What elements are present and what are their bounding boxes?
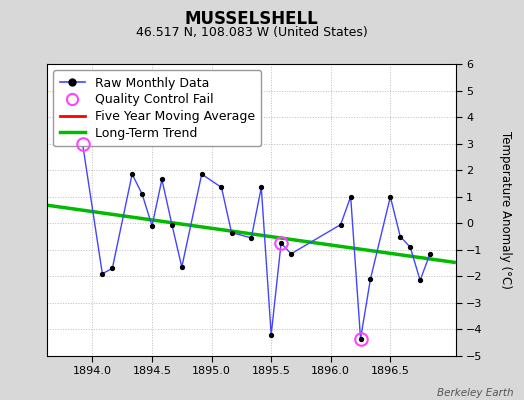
- Y-axis label: Temperature Anomaly (°C): Temperature Anomaly (°C): [499, 131, 512, 289]
- Legend: Raw Monthly Data, Quality Control Fail, Five Year Moving Average, Long-Term Tren: Raw Monthly Data, Quality Control Fail, …: [53, 70, 261, 146]
- Text: MUSSELSHELL: MUSSELSHELL: [184, 10, 319, 28]
- Text: Berkeley Earth: Berkeley Earth: [437, 388, 514, 398]
- Text: 46.517 N, 108.083 W (United States): 46.517 N, 108.083 W (United States): [136, 26, 367, 39]
